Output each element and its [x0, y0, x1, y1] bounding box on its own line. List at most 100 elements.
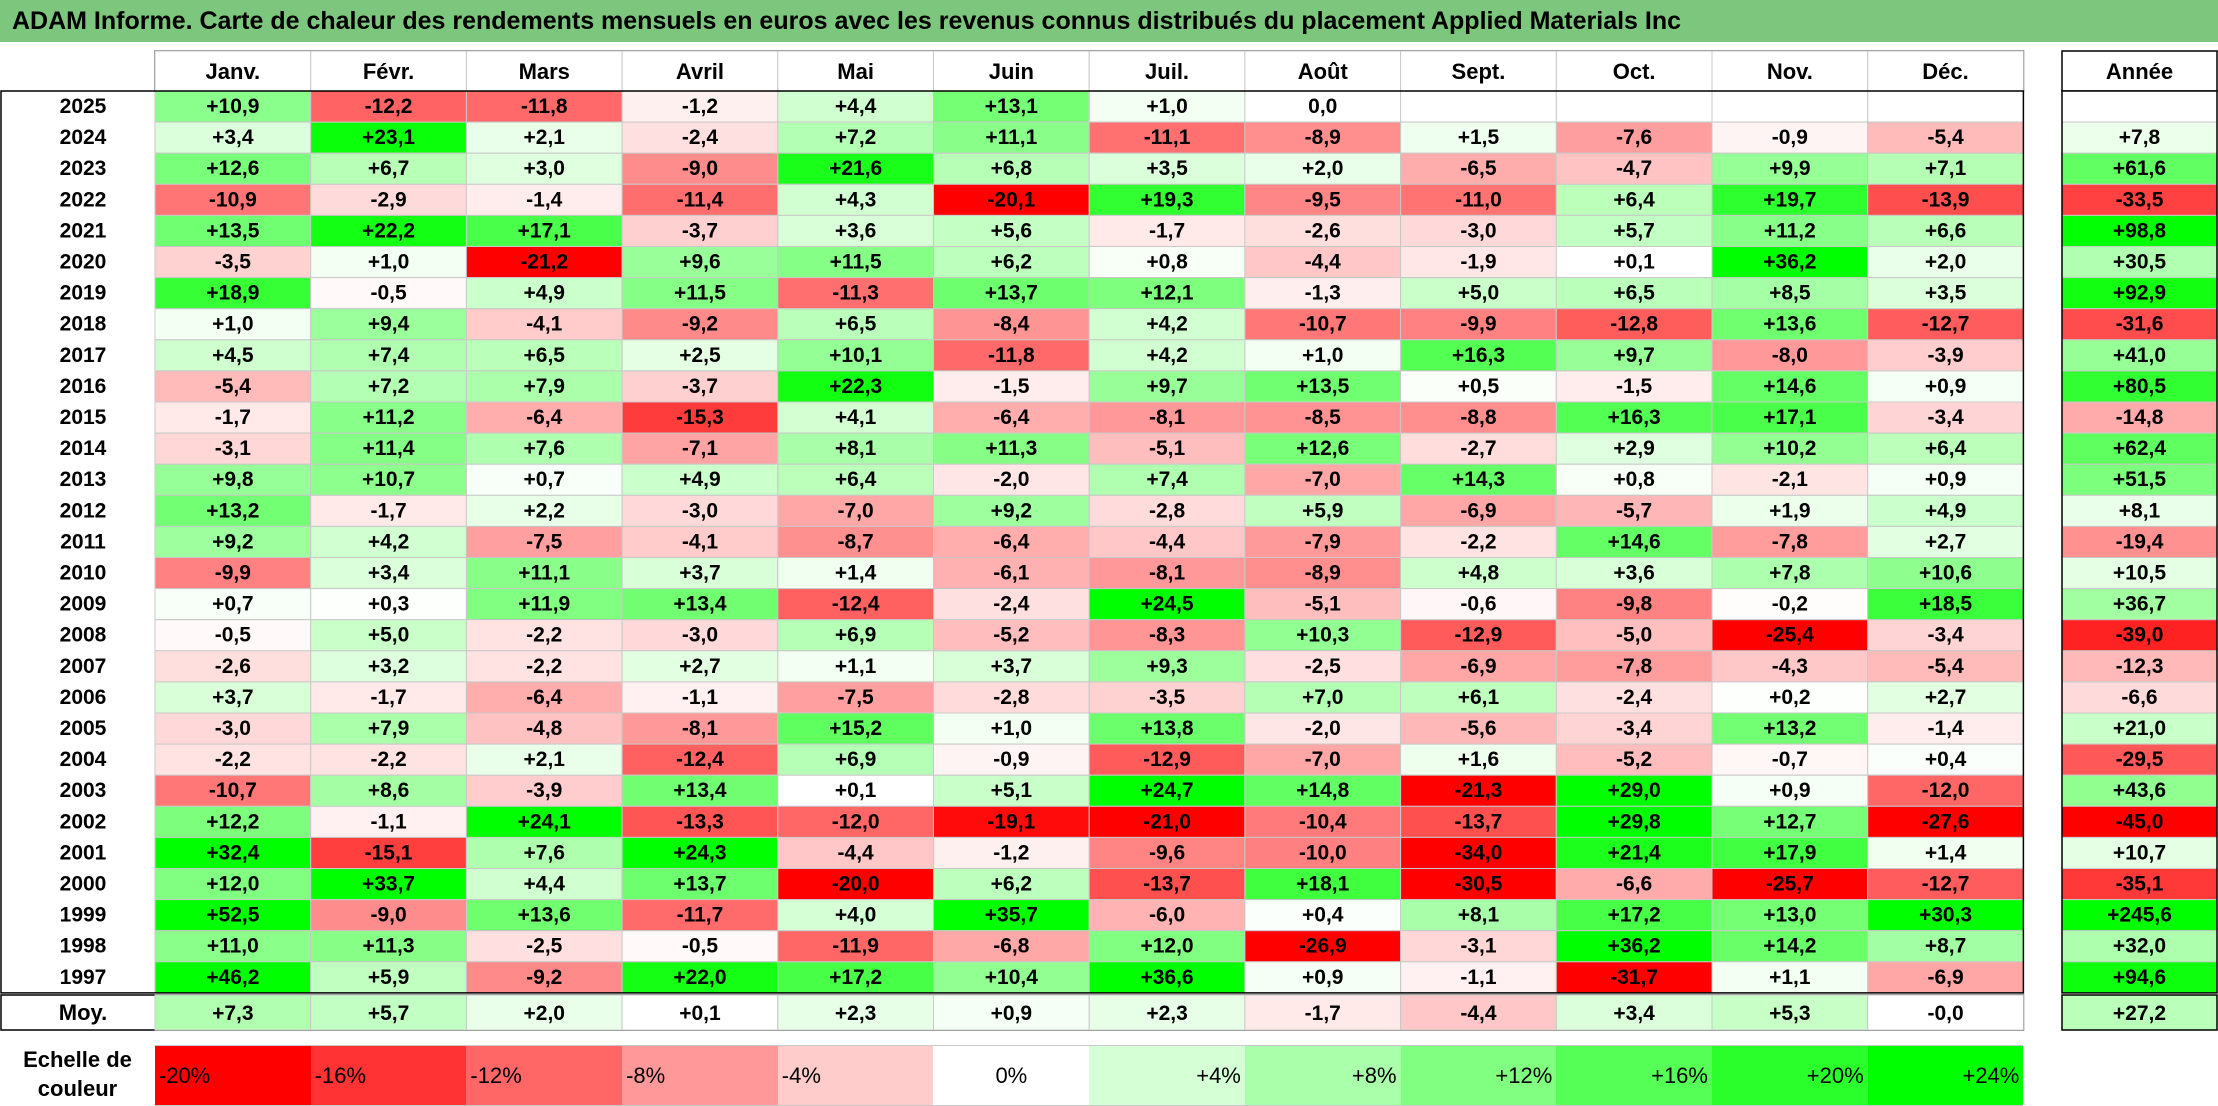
cell-value: -9,8: [1616, 593, 1653, 616]
heatmap-cell: [310, 712, 467, 745]
heatmap-cell: [1555, 308, 1713, 341]
cell-value: +7,9: [524, 375, 565, 398]
cell-value: +11,3: [985, 437, 1037, 460]
cell-value: +0,7: [212, 593, 253, 616]
cell-value: +13,6: [518, 904, 571, 927]
cell-value: +2,9: [1613, 437, 1654, 460]
heatmap-cell: [1711, 899, 1869, 932]
cell-value: +3,5: [1925, 282, 1967, 305]
cell-value: -5,4: [1927, 655, 1964, 678]
heatmap-cell: [465, 805, 623, 838]
annual-cell: [2061, 681, 2218, 714]
cell-value: +1,0: [368, 251, 409, 274]
annual-value: -19,4: [2116, 530, 2164, 553]
heatmap-cell: [777, 588, 934, 621]
cell-value: 0,0: [1308, 95, 1337, 118]
heatmap-cell: [465, 743, 623, 776]
heatmap-cell: [1088, 463, 1246, 496]
cell-value: -5,2: [1616, 748, 1652, 771]
heatmap-cell: [1244, 401, 1402, 434]
heatmap-cell: [154, 774, 312, 807]
cell-value: +2,7: [1925, 530, 1966, 553]
cell-value: +2,2: [524, 499, 565, 522]
cell-value: -6,8: [993, 935, 1030, 958]
average-cell: [777, 994, 934, 1031]
cell-value: -10,4: [1299, 810, 1347, 833]
cell-value: -25,7: [1766, 873, 1814, 896]
year-label: 2021: [60, 219, 107, 242]
cell-value: +6,9: [835, 748, 876, 771]
year-label: 2009: [60, 593, 107, 616]
cell-value: -2,6: [1305, 219, 1341, 242]
heatmap-cell: [310, 246, 467, 279]
heatmap-cell: [1244, 588, 1402, 621]
month-header-cell: [465, 50, 623, 92]
legend-step: +4%: [1089, 1046, 1245, 1105]
heatmap-cell: [777, 681, 934, 714]
cell-value: +3,7: [991, 655, 1032, 678]
cell-value: +3,2: [368, 655, 409, 678]
month-header-cell: [1711, 50, 1869, 92]
heatmap-cell: [933, 401, 1090, 434]
heatmap-cell: [1088, 401, 1246, 434]
cell-value: +11,1: [518, 562, 570, 585]
heatmap-cell: [1711, 494, 1869, 527]
heatmap-cell: [1244, 868, 1402, 901]
heatmap-cell: [1555, 836, 1713, 870]
year-label: 2015: [60, 406, 107, 429]
cell-value: +14,3: [1452, 468, 1505, 491]
year-label: 2010: [60, 562, 107, 585]
cell-value: +1,4: [1925, 841, 1967, 864]
heatmap-cell: [933, 370, 1090, 403]
year-label: 2022: [60, 188, 107, 211]
heatmap-cell: [1555, 463, 1713, 496]
legend-step: +8%: [1244, 1046, 1401, 1105]
cell-value: +2,0: [1925, 251, 1966, 274]
cell-value: -9,2: [526, 966, 562, 989]
heatmap-cell: [1400, 432, 1557, 465]
cell-value: +9,3: [1146, 655, 1187, 678]
average-value: +2,3: [1146, 1002, 1187, 1025]
cell-value: -7,8: [1616, 655, 1653, 678]
year-label: 2017: [60, 344, 107, 367]
cell-value: +7,6: [524, 437, 565, 460]
cell-value: -13,3: [676, 810, 724, 833]
heatmap-cell: [1555, 930, 1713, 963]
heatmap-cell: [310, 494, 467, 527]
cell-value: -2,6: [215, 655, 251, 678]
cell-value: +8,5: [1769, 282, 1811, 305]
cell-value: -1,9: [1460, 251, 1496, 274]
heatmap-cell: [1711, 121, 1869, 154]
heatmap-cell: [777, 183, 934, 216]
cell-value: -34,0: [1455, 841, 1503, 864]
heatmap-cell: [310, 774, 467, 807]
cell-value: +10,6: [1919, 562, 1972, 585]
cell-value: +4,1: [835, 406, 877, 429]
cell-value: -11,8: [988, 344, 1035, 367]
cell-value: -0,7: [1772, 748, 1808, 771]
month-header-cell: [1867, 50, 2024, 92]
heatmap-cell: [310, 743, 467, 776]
heatmap-cell: [1555, 650, 1713, 683]
cell-value: -2,5: [1305, 655, 1342, 678]
heatmap-cell: [933, 681, 1090, 714]
heatmap-cell: [1555, 868, 1713, 901]
year-label: 2016: [60, 375, 107, 398]
heatmap-cell: [1400, 619, 1557, 652]
cell-value: -4,4: [1305, 251, 1342, 274]
heatmap-cell: [1555, 246, 1713, 279]
cell-value: -3,0: [215, 717, 251, 740]
heatmap-cell: [465, 774, 623, 807]
cell-value: +3,0: [524, 157, 565, 180]
cell-value: -3,4: [1927, 406, 1964, 429]
year-label: 2003: [60, 779, 107, 802]
heatmap-cell: [465, 619, 623, 652]
heatmap-cell: [621, 494, 779, 527]
heatmap-cell: [1244, 619, 1402, 652]
annual-cell: [2061, 370, 2218, 403]
cell-value: +6,9: [835, 624, 876, 647]
cell-value: +3,5: [1146, 157, 1188, 180]
heatmap-cell: [1244, 836, 1402, 870]
cell-value: +1,0: [1146, 95, 1187, 118]
cell-value: -0,5: [215, 624, 252, 647]
